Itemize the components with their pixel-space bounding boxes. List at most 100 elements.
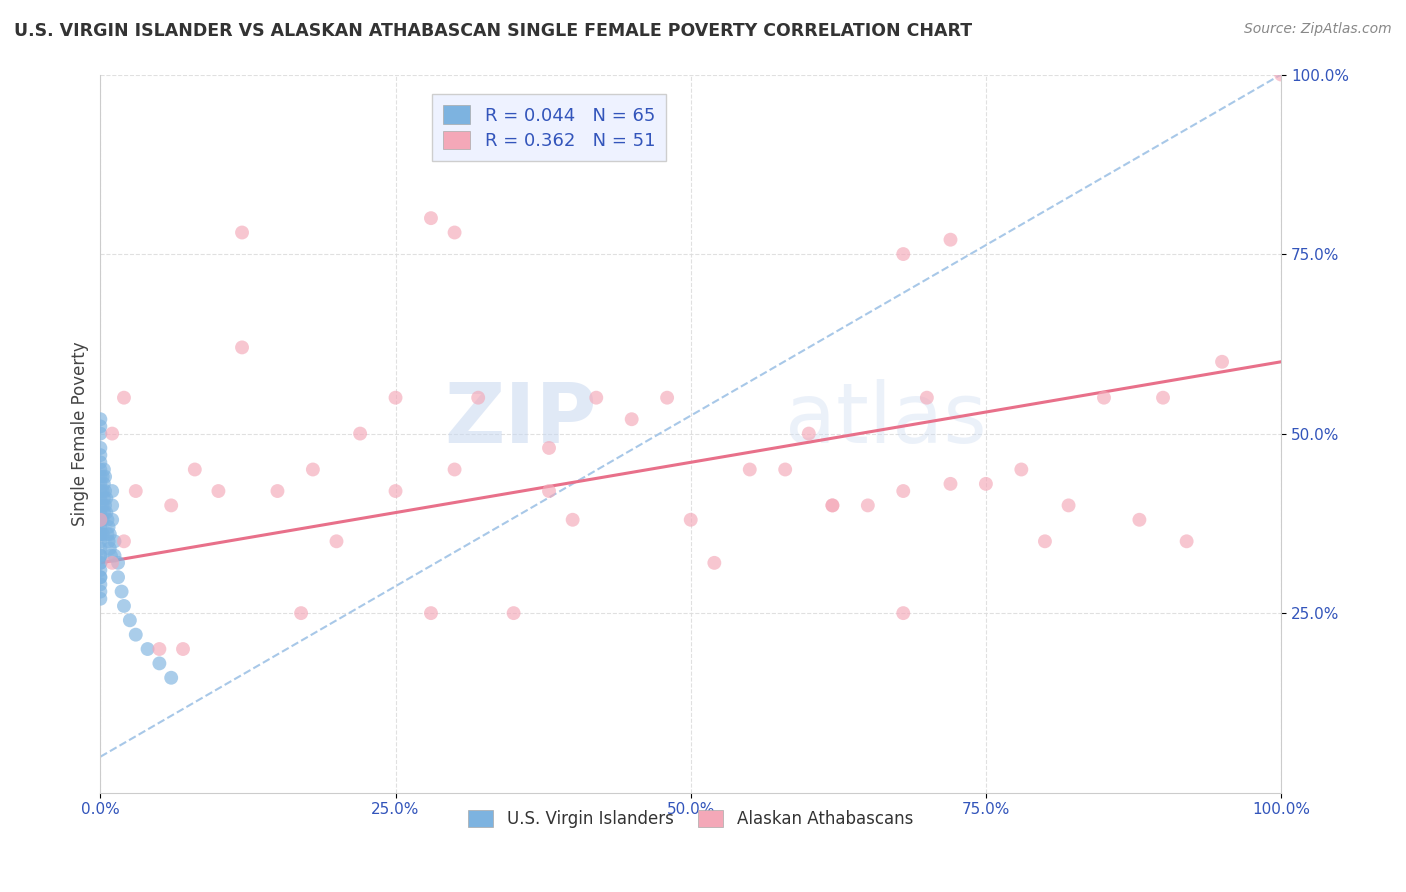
Point xyxy=(89,483,111,498)
Point xyxy=(443,226,465,240)
Point xyxy=(160,499,183,513)
Point xyxy=(91,513,114,527)
Point xyxy=(91,483,114,498)
Point xyxy=(94,483,117,498)
Point xyxy=(91,499,114,513)
Point xyxy=(89,441,111,455)
Point xyxy=(974,476,997,491)
Point xyxy=(891,247,914,261)
Point xyxy=(89,426,111,441)
Point xyxy=(620,412,643,426)
Point xyxy=(939,233,962,247)
Point xyxy=(94,469,117,483)
Point xyxy=(172,642,194,657)
Point xyxy=(100,549,122,563)
Point xyxy=(107,570,129,584)
Point xyxy=(93,491,115,506)
Point xyxy=(939,476,962,491)
Point xyxy=(89,513,111,527)
Point xyxy=(101,499,124,513)
Point xyxy=(89,570,111,584)
Point xyxy=(89,549,111,563)
Text: Source: ZipAtlas.com: Source: ZipAtlas.com xyxy=(1244,22,1392,37)
Point xyxy=(89,534,111,549)
Point xyxy=(101,426,124,441)
Point xyxy=(91,469,114,483)
Point xyxy=(97,534,120,549)
Point xyxy=(89,570,111,584)
Point xyxy=(89,513,111,527)
Y-axis label: Single Female Poverty: Single Female Poverty xyxy=(72,342,89,526)
Point xyxy=(89,455,111,469)
Point xyxy=(101,556,124,570)
Point xyxy=(97,520,120,534)
Point xyxy=(1057,499,1080,513)
Point xyxy=(148,657,170,671)
Point xyxy=(384,483,406,498)
Point xyxy=(1270,68,1292,82)
Point xyxy=(91,527,114,541)
Point xyxy=(101,483,124,498)
Point xyxy=(107,556,129,570)
Point xyxy=(96,513,118,527)
Point xyxy=(420,211,443,226)
Point xyxy=(302,462,325,476)
Point xyxy=(1152,391,1174,405)
Point xyxy=(738,462,761,476)
Point xyxy=(443,462,465,476)
Point xyxy=(89,527,111,541)
Point xyxy=(89,419,111,434)
Point xyxy=(89,584,111,599)
Point xyxy=(93,476,115,491)
Text: U.S. VIRGIN ISLANDER VS ALASKAN ATHABASCAN SINGLE FEMALE POVERTY CORRELATION CHA: U.S. VIRGIN ISLANDER VS ALASKAN ATHABASC… xyxy=(14,22,972,40)
Point xyxy=(89,491,111,506)
Point xyxy=(1211,355,1233,369)
Point xyxy=(125,628,148,642)
Point xyxy=(160,671,183,685)
Point xyxy=(94,499,117,513)
Point xyxy=(1033,534,1056,549)
Point xyxy=(349,426,371,441)
Point xyxy=(502,606,524,620)
Point xyxy=(856,499,879,513)
Point xyxy=(1010,462,1032,476)
Point xyxy=(96,506,118,520)
Point xyxy=(537,441,560,455)
Point xyxy=(89,563,111,577)
Point xyxy=(1128,513,1150,527)
Point xyxy=(703,556,725,570)
Point xyxy=(655,391,678,405)
Point xyxy=(89,462,111,476)
Point xyxy=(89,412,111,426)
Point xyxy=(821,499,844,513)
Point xyxy=(118,613,141,627)
Point xyxy=(89,556,111,570)
Point xyxy=(585,391,607,405)
Point xyxy=(891,606,914,620)
Point xyxy=(537,483,560,498)
Point xyxy=(1175,534,1198,549)
Point xyxy=(89,541,111,556)
Text: ZIP: ZIP xyxy=(444,379,596,459)
Point xyxy=(915,391,938,405)
Point xyxy=(797,426,820,441)
Point xyxy=(467,391,489,405)
Point xyxy=(89,556,111,570)
Point xyxy=(266,483,288,498)
Point xyxy=(96,527,118,541)
Point xyxy=(89,527,111,541)
Point xyxy=(89,549,111,563)
Point xyxy=(231,340,253,354)
Point xyxy=(125,483,148,498)
Point xyxy=(184,462,207,476)
Point xyxy=(207,483,229,498)
Point xyxy=(112,534,135,549)
Text: atlas: atlas xyxy=(785,379,987,459)
Point xyxy=(96,491,118,506)
Point xyxy=(89,520,111,534)
Point xyxy=(103,549,125,563)
Point xyxy=(101,513,124,527)
Legend: U.S. Virgin Islanders, Alaskan Athabascans: U.S. Virgin Islanders, Alaskan Athabasca… xyxy=(461,803,920,835)
Point xyxy=(1092,391,1115,405)
Point xyxy=(89,448,111,462)
